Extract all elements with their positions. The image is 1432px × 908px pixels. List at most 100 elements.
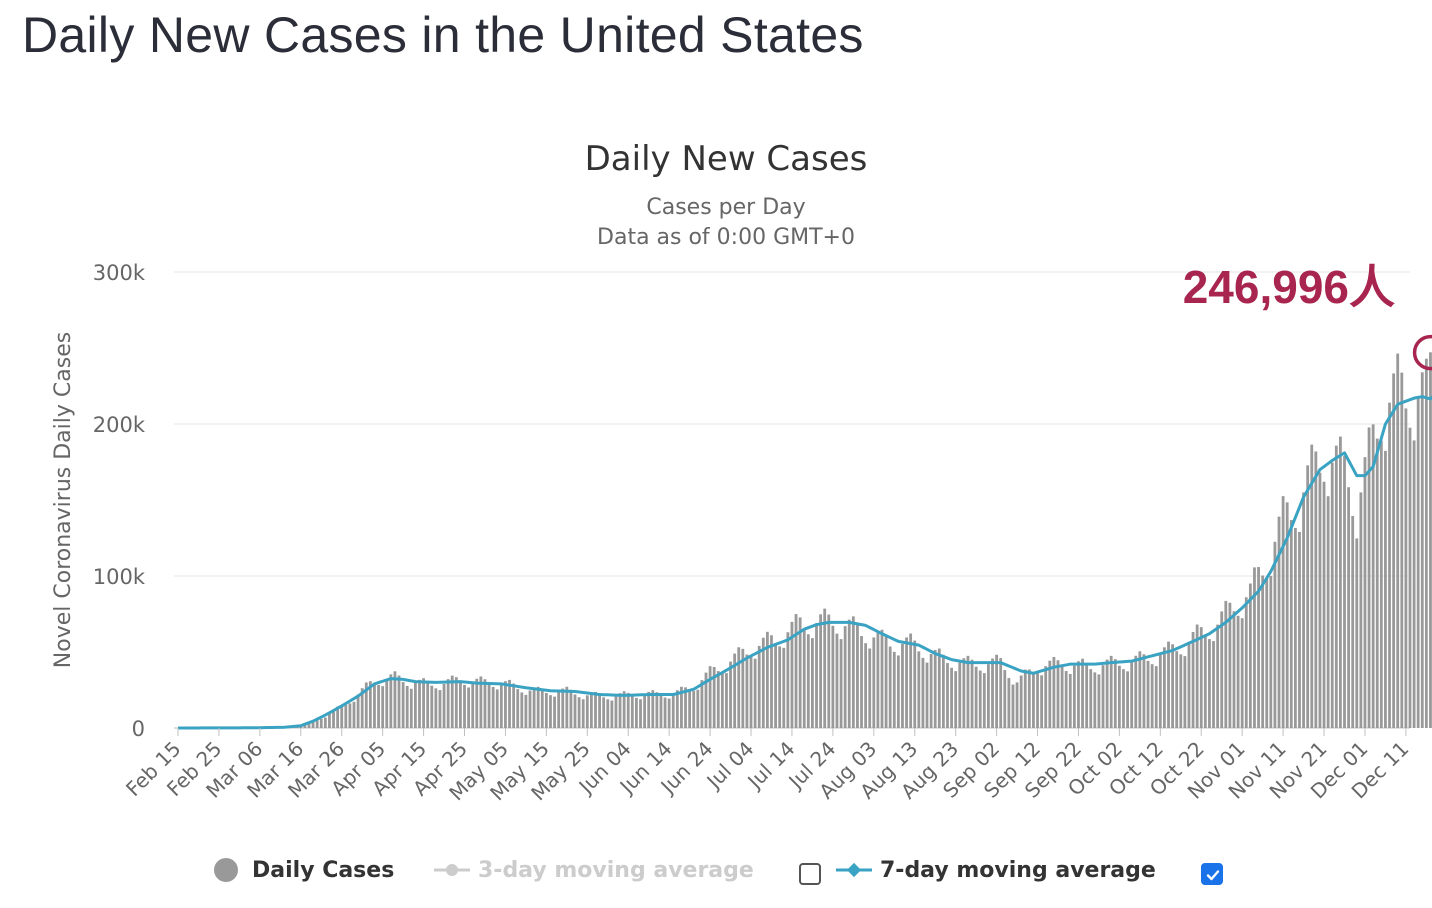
daily-cases-bar <box>892 651 896 728</box>
daily-cases-bar <box>896 655 900 728</box>
daily-cases-bar <box>790 621 794 728</box>
daily-cases-bar <box>352 701 356 728</box>
daily-cases-bar <box>905 637 908 728</box>
daily-cases-bar <box>315 720 319 728</box>
daily-cases-bar <box>958 662 962 728</box>
daily-cases-bar <box>1310 444 1314 728</box>
daily-cases-bar <box>720 672 724 728</box>
daily-cases-bar <box>872 637 876 728</box>
toggle-7day-average-checkbox[interactable] <box>1201 863 1223 885</box>
daily-cases-bar <box>413 682 417 728</box>
daily-cases-bar <box>1216 624 1220 728</box>
daily-cases-bar <box>1424 358 1428 728</box>
daily-cases-bar <box>364 682 368 728</box>
toggle-3day-average-checkbox[interactable] <box>799 863 821 885</box>
daily-cases-bar <box>573 694 577 728</box>
daily-cases-bar <box>1367 427 1371 728</box>
daily-cases-bar <box>479 676 483 728</box>
daily-cases-bar <box>418 679 421 728</box>
daily-cases-bar <box>827 614 831 728</box>
daily-cases-bar <box>921 657 925 728</box>
daily-cases-bar <box>1101 665 1105 728</box>
daily-cases-bar <box>1195 624 1199 728</box>
daily-cases-bar <box>1163 647 1166 728</box>
daily-cases-bar <box>745 654 749 728</box>
daily-cases-bar <box>1412 440 1416 728</box>
daily-cases-bar <box>336 706 340 728</box>
daily-cases-bar <box>1343 455 1346 728</box>
daily-cases-bar <box>516 689 520 728</box>
daily-cases-bar <box>557 691 561 728</box>
daily-cases-bar <box>1081 658 1084 728</box>
line-diamond-marker-icon <box>836 862 872 878</box>
daily-cases-bar <box>467 687 470 728</box>
daily-cases-bar <box>442 683 446 728</box>
daily-cases-bar <box>512 683 516 728</box>
daily-cases-bar <box>1122 669 1125 728</box>
daily-cases-bar <box>1253 567 1256 728</box>
daily-cases-bar <box>1269 576 1273 728</box>
legend-label: 7-day moving average <box>880 857 1156 883</box>
daily-cases-bar <box>856 623 859 728</box>
daily-cases-bar <box>1052 657 1056 728</box>
daily-cases-bar <box>602 697 606 728</box>
daily-cases-bar <box>1150 664 1154 728</box>
daily-cases-bar <box>307 722 311 728</box>
daily-cases-bar <box>729 661 732 728</box>
daily-cases-bar <box>1060 666 1064 728</box>
daily-cases-bar <box>1113 659 1117 728</box>
daily-cases-bar <box>1404 408 1408 728</box>
daily-cases-bar <box>704 672 708 728</box>
daily-cases-bar <box>622 691 626 728</box>
daily-cases-bar <box>966 655 970 728</box>
daily-cases-bar <box>332 709 335 728</box>
daily-cases-bar <box>1400 372 1404 728</box>
y-tick-label: 0 <box>132 717 145 741</box>
daily-cases-bar <box>835 633 839 728</box>
daily-cases-bar <box>1347 487 1350 728</box>
daily-cases-bar <box>1330 462 1334 728</box>
daily-cases-bar <box>946 663 949 728</box>
daily-cases-bar <box>1314 451 1318 728</box>
daily-cases-bar <box>356 694 360 728</box>
daily-cases-bar <box>450 675 454 728</box>
daily-cases-bar <box>1085 662 1089 728</box>
daily-cases-bar <box>577 697 581 728</box>
legend-3day-average[interactable]: 3-day moving average <box>434 852 754 888</box>
daily-cases-bar <box>348 703 352 728</box>
daily-cases-bar <box>725 673 728 728</box>
daily-cases-bar <box>1351 515 1355 728</box>
daily-cases-bar <box>1203 635 1207 728</box>
daily-cases-bar <box>446 679 450 728</box>
daily-cases-bar <box>422 678 425 728</box>
daily-cases-bar <box>1392 373 1396 728</box>
daily-cases-bar <box>540 688 544 728</box>
daily-cases-bar <box>569 689 573 728</box>
daily-cases-bar <box>757 645 761 728</box>
daily-cases-bar <box>1208 639 1211 728</box>
daily-cases-bar <box>991 658 994 728</box>
daily-cases-bar <box>1416 396 1420 728</box>
daily-cases-bar <box>549 695 552 728</box>
daily-cases-bar <box>589 693 593 728</box>
daily-cases-bar <box>1142 654 1146 728</box>
daily-cases-bar <box>1040 675 1044 728</box>
daily-cases-bar <box>1097 674 1101 728</box>
daily-cases-bar <box>970 659 974 728</box>
daily-cases-bar <box>1126 671 1129 728</box>
daily-cases-bar <box>1420 372 1424 728</box>
daily-cases-bar <box>901 643 904 728</box>
legend-7day-average[interactable]: 7-day moving average <box>836 852 1156 888</box>
daily-cases-bar <box>1248 583 1252 728</box>
daily-cases-bar <box>1064 671 1068 728</box>
daily-cases-bar <box>630 696 634 728</box>
daily-cases-bar <box>1109 655 1113 728</box>
daily-cases-bar <box>753 658 757 728</box>
daily-cases-bar <box>913 640 917 728</box>
daily-cases-bar <box>749 656 753 728</box>
legend-daily-cases[interactable]: Daily Cases <box>212 852 394 888</box>
daily-cases-bar <box>929 653 933 728</box>
daily-cases-bar <box>1011 684 1015 728</box>
daily-cases-bar <box>1355 538 1359 728</box>
daily-cases-bar <box>917 651 921 728</box>
